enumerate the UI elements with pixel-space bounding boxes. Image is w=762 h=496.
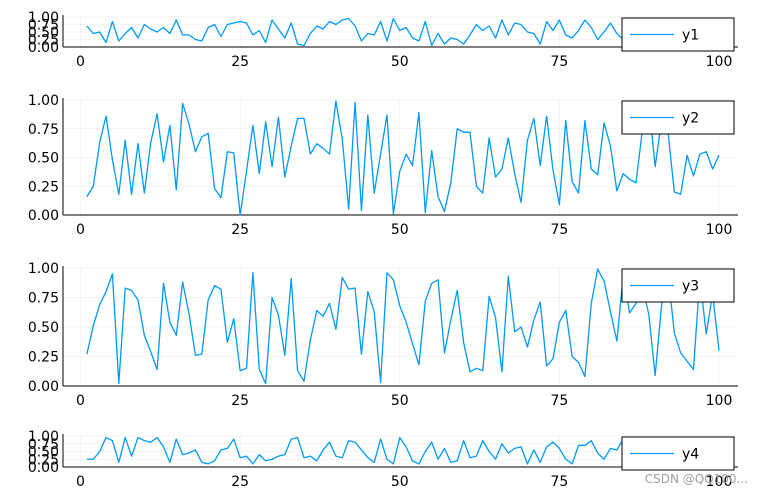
y-tick-label: 0.00	[28, 208, 59, 224]
subplot-2: 0.00 0.25 0.50 0.75 1.00 0 25 50 75 100 y2	[28, 93, 738, 238]
y-tick-label: 0.75	[28, 122, 59, 138]
y-tick-label: 0.25	[28, 452, 59, 468]
y-tick-label: 0.00	[28, 460, 59, 476]
legend: y1	[621, 17, 735, 52]
series-line-y3	[86, 268, 720, 385]
subplot-4: 0.000.250.500.751.00 0 25 50 75 100 y4	[28, 429, 738, 490]
x-tick-label: 0	[76, 393, 85, 409]
x-tick-label: 75	[550, 54, 568, 70]
x-tick-label: 25	[231, 222, 249, 238]
x-tick-label: 50	[391, 474, 409, 490]
y-tick-label: 0.00	[28, 40, 59, 56]
legend: y4	[621, 436, 735, 471]
y-tick-label: 0.25	[28, 350, 59, 366]
y-tick-label: 0.50	[28, 25, 59, 41]
x-tick-label: 75	[550, 393, 568, 409]
x-tick-label: 25	[231, 474, 249, 490]
subplot-1: 0.000.250.500.751.00 0 25 50 75 100 y1	[28, 10, 738, 70]
x-tick-label: 25	[231, 54, 249, 70]
y-tick-label: 1.00	[28, 93, 59, 109]
legend-label: y4	[682, 447, 699, 463]
x-tick-label: 50	[391, 222, 409, 238]
legend: y2	[621, 100, 735, 135]
x-tick-label: 75	[550, 474, 568, 490]
y-tick-label: 0.50	[28, 320, 59, 336]
y-tick-label: 1.00	[28, 261, 59, 277]
x-tick-label: 0	[76, 222, 85, 238]
x-tick-label: 25	[231, 393, 249, 409]
y-tick-label: 0.75	[28, 291, 59, 307]
x-tick-label: 0	[76, 474, 85, 490]
series-line-y2	[86, 100, 720, 216]
y-tick-label: 0.50	[28, 151, 59, 167]
x-tick-label: 100	[706, 54, 733, 70]
legend-label: y1	[682, 28, 699, 44]
x-tick-label: 50	[391, 54, 409, 70]
series-line-y1	[86, 17, 720, 47]
x-tick-label: 100	[706, 393, 733, 409]
y-tick-label: 0.25	[28, 179, 59, 195]
y-tick-label: 0.50	[28, 445, 59, 461]
x-tick-label: 100	[706, 222, 733, 238]
legend: y3	[621, 268, 735, 303]
x-tick-label: 50	[391, 393, 409, 409]
x-tick-label: 75	[550, 222, 568, 238]
subplot-3: 0.00 0.25 0.50 0.75 1.00 0 25 50 75 100 y3	[28, 261, 738, 409]
y-tick-label: 0.75	[28, 437, 59, 453]
y-tick-label: 0.00	[28, 379, 59, 395]
watermark-text: CSDN @QQ100...	[644, 472, 748, 486]
y-tick-label: 1.00	[28, 10, 59, 26]
y-tick-label: 0.25	[28, 33, 59, 49]
x-tick-label: 100	[706, 474, 733, 490]
y-tick-label: 1.00	[28, 429, 59, 445]
legend-label: y2	[682, 111, 699, 127]
series-line-y4	[86, 436, 720, 465]
x-tick-label: 0	[76, 54, 85, 70]
legend-label: y3	[682, 279, 699, 295]
y-tick-label: 0.75	[28, 18, 59, 34]
